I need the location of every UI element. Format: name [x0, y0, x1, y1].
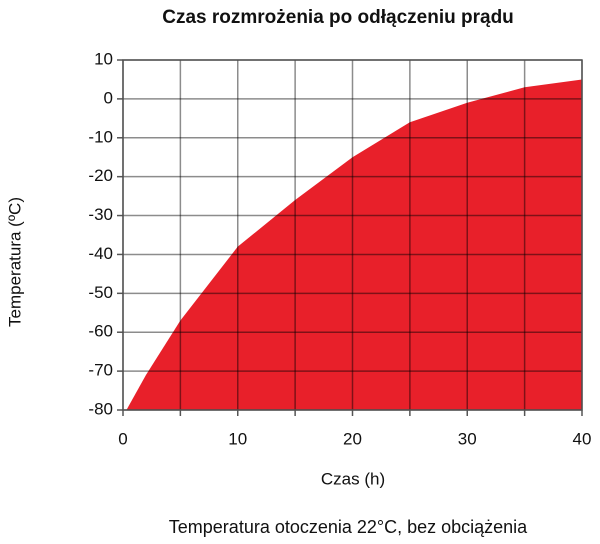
y-tick-label: 10	[94, 49, 113, 68]
y-tick-label: -70	[88, 361, 113, 380]
y-tick-label: -40	[88, 244, 113, 263]
y-tick-label: -30	[88, 205, 113, 224]
y-tick-label: -50	[88, 283, 113, 302]
y-tick-label: -20	[88, 166, 113, 185]
y-tick-label: -60	[88, 322, 113, 341]
y-tick-label: -10	[88, 127, 113, 146]
x-axis-label: Czas (h)	[321, 469, 385, 488]
y-tick-label: 0	[104, 88, 113, 107]
x-tick-label: 30	[458, 429, 477, 448]
plot-frame	[122, 59, 583, 411]
y-axis-label: Temperatura (ºC)	[5, 197, 24, 327]
x-tick-label: 0	[118, 429, 127, 448]
x-tick-label: 10	[228, 429, 247, 448]
note: Temperatura otoczenia 22°C, bez obciążen…	[169, 517, 528, 537]
y-tick-label: -80	[88, 399, 113, 418]
x-tick-label: 20	[343, 429, 362, 448]
area	[126, 79, 582, 410]
x-tick-label: 40	[573, 429, 592, 448]
chart-title: Czas rozmrożenia po odłączeniu prądu	[162, 7, 514, 28]
